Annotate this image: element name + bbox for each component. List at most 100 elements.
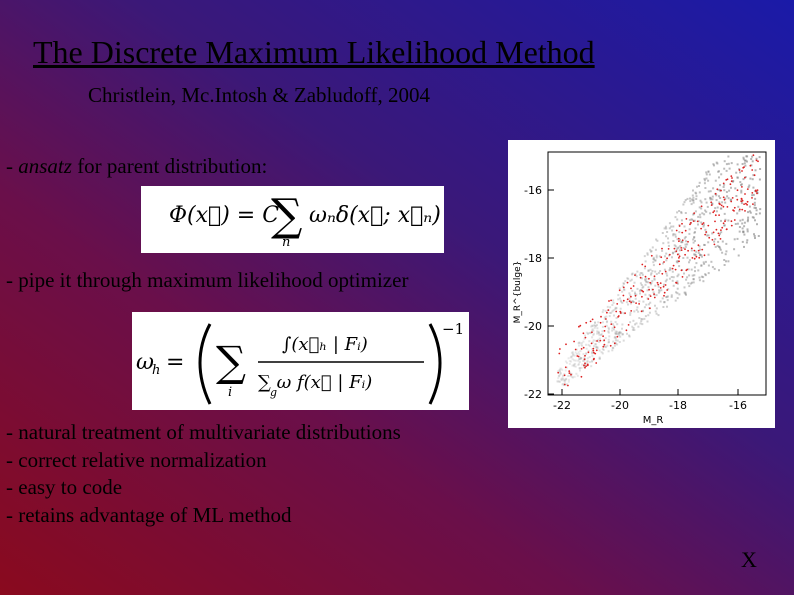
density-point: [697, 269, 700, 272]
density-point: [664, 225, 667, 228]
density-point: [638, 300, 641, 303]
density-point: [691, 194, 694, 197]
density-point: [578, 341, 581, 344]
density-point: [754, 169, 757, 172]
scatter-point: [641, 289, 643, 292]
scatter-point: [731, 197, 734, 199]
density-point: [758, 178, 761, 181]
density-point: [561, 383, 564, 386]
scatter-point: [649, 295, 652, 297]
density-point: [634, 293, 636, 295]
density-point: [566, 383, 568, 386]
density-point: [674, 235, 677, 238]
density-point: [700, 275, 703, 278]
scatter-point: [595, 349, 598, 352]
density-point: [725, 242, 728, 245]
density-point: [698, 191, 701, 194]
scatter-point: [626, 281, 629, 284]
density-point: [559, 367, 562, 370]
density-point: [707, 170, 710, 173]
density-point: [646, 253, 649, 256]
scatter-point: [565, 343, 567, 346]
density-point: [594, 321, 597, 324]
density-point: [723, 183, 726, 186]
density-point: [691, 218, 694, 221]
density-point: [646, 252, 649, 255]
density-point: [709, 190, 712, 193]
scatter-point: [753, 174, 756, 177]
density-point: [611, 346, 614, 349]
density-point: [564, 384, 567, 387]
density-point: [705, 171, 708, 174]
scatter-point: [648, 277, 650, 280]
density-point: [713, 267, 716, 270]
scatter-point: [587, 351, 590, 354]
scatter-point: [681, 231, 684, 234]
density-point: [652, 291, 655, 294]
density-point: [645, 277, 648, 280]
density-point: [723, 264, 726, 266]
scatter-point: [741, 208, 744, 211]
density-point: [619, 307, 622, 310]
density-point: [564, 379, 567, 382]
density-point: [581, 344, 583, 347]
density-point: [665, 227, 668, 230]
density-point: [641, 323, 644, 326]
density-point: [749, 211, 752, 214]
density-point: [714, 238, 717, 241]
density-point: [672, 234, 675, 237]
density-point: [598, 341, 601, 343]
scatter-point: [743, 203, 745, 205]
density-point: [627, 303, 629, 306]
density-point: [642, 285, 645, 288]
scatter-point: [710, 201, 713, 204]
density-point: [562, 374, 565, 377]
density-point: [668, 254, 670, 257]
density-point: [654, 259, 657, 262]
bullet-item: - retains advantage of ML method: [6, 502, 292, 527]
density-point: [603, 345, 606, 348]
density-point: [707, 241, 710, 244]
density-point: [571, 376, 574, 378]
density-point: [558, 370, 561, 373]
scatter-point: [685, 218, 688, 220]
scatter-point: [666, 289, 669, 291]
plot-frame: [547, 151, 767, 396]
density-point: [702, 280, 705, 283]
density-point: [699, 216, 702, 219]
density-point: [672, 233, 675, 235]
density-point: [631, 289, 634, 292]
density-point: [616, 339, 619, 342]
density-point: [689, 197, 691, 200]
density-point: [714, 207, 717, 210]
density-point: [687, 268, 690, 271]
density-point: [610, 320, 613, 323]
density-point: [676, 238, 679, 241]
density-point: [618, 334, 621, 337]
density-point: [563, 380, 566, 383]
scatter-point: [649, 307, 651, 310]
pipe-line: - pipe it through maximum likelihood opt…: [6, 268, 409, 292]
scatter-point: [690, 221, 692, 224]
scatter-point: [671, 267, 674, 270]
density-point: [613, 344, 616, 347]
density-point: [598, 337, 601, 340]
scatter-point: [564, 366, 567, 369]
density-point: [595, 325, 598, 328]
scatter-point: [585, 321, 588, 324]
density-point: [556, 380, 559, 383]
density-point: [678, 265, 681, 268]
density-point: [558, 369, 561, 372]
density-point: [670, 225, 673, 228]
density-point: [712, 163, 715, 166]
density-point: [655, 294, 658, 297]
density-point: [591, 360, 593, 363]
density-point: [725, 250, 728, 253]
density-point: [725, 260, 727, 263]
scatter-point: [662, 285, 665, 288]
scatter-point: [730, 200, 733, 203]
scatter-point: [720, 189, 722, 192]
density-point: [557, 375, 560, 378]
density-point: [592, 334, 595, 337]
scatter-point: [638, 303, 640, 305]
